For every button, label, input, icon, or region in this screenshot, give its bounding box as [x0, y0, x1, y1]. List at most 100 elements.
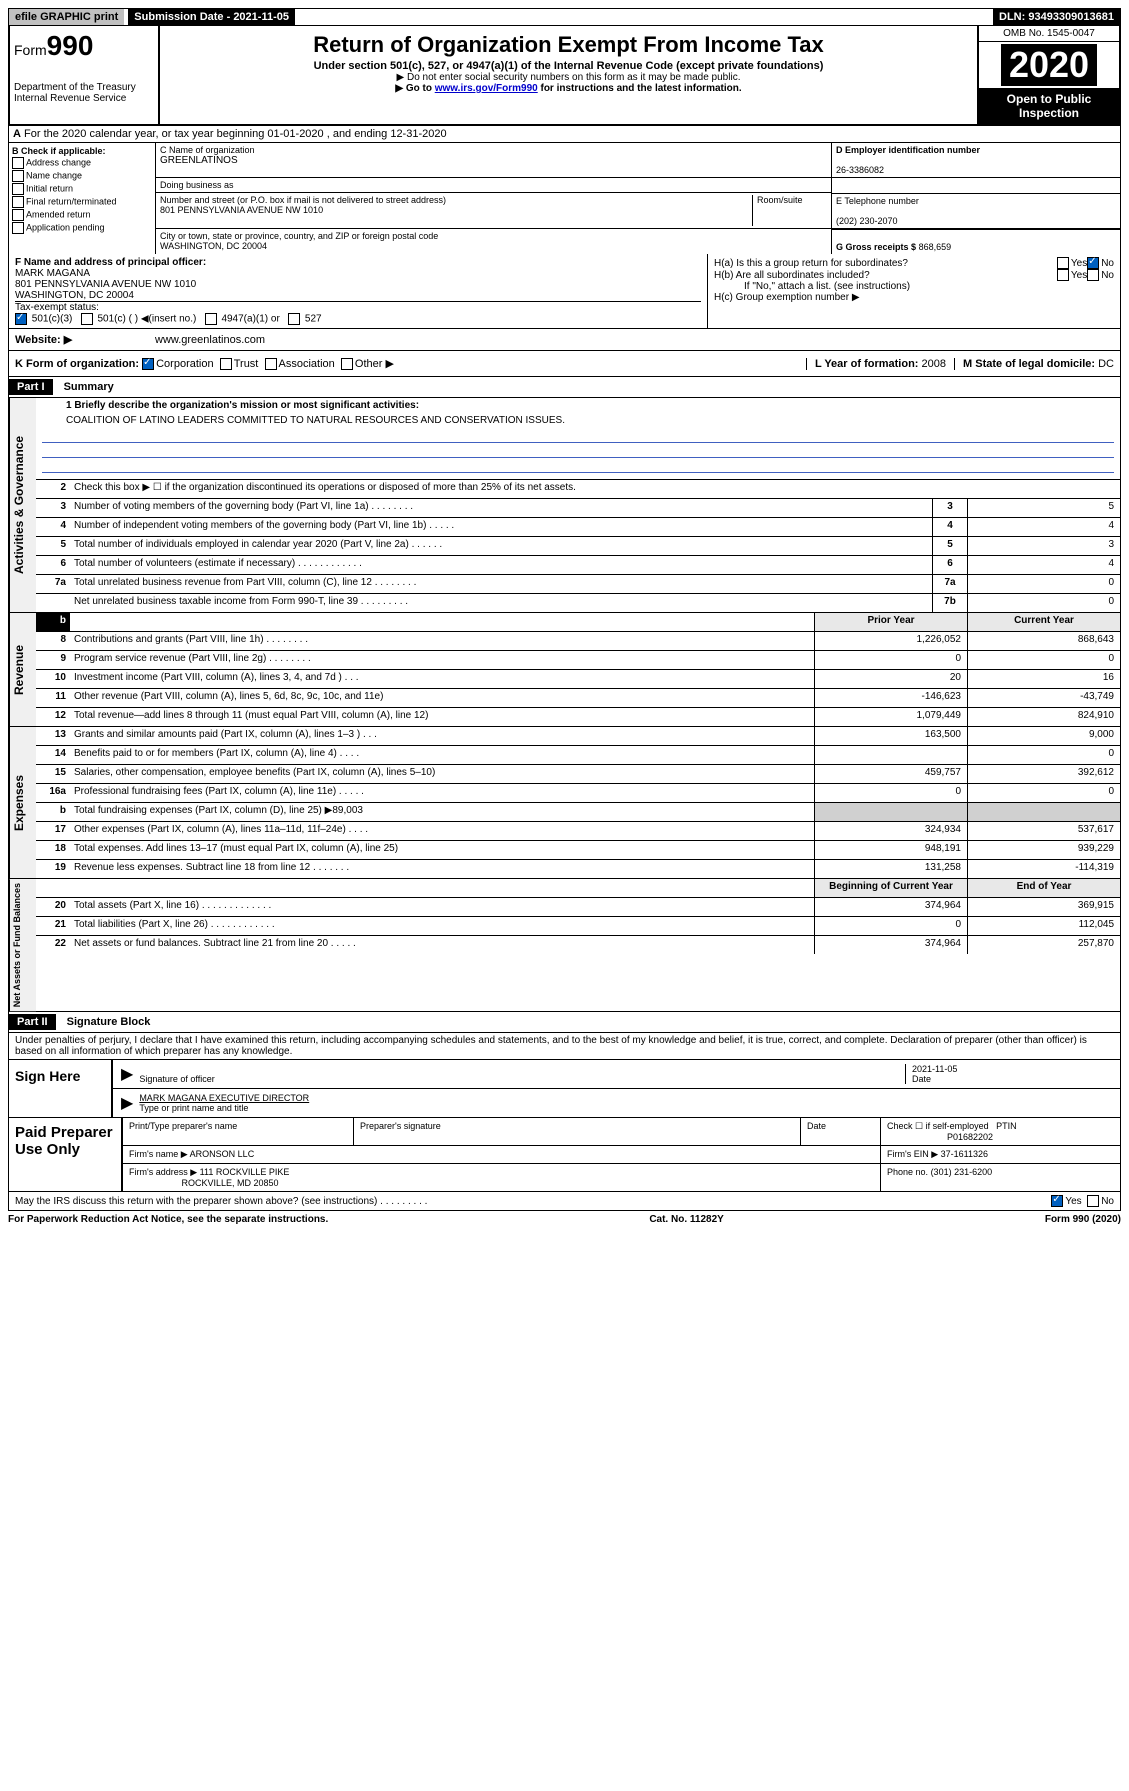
side-expenses: Expenses	[9, 727, 36, 878]
part2-header: Part II Signature Block	[8, 1012, 1121, 1033]
part1-header: Part I Summary	[8, 377, 1121, 398]
hb-note: If "No," attach a list. (see instruction…	[714, 281, 1114, 292]
org-city: WASHINGTON, DC 20004	[160, 241, 267, 251]
revenue-section: Revenue b Prior Year Current Year 8Contr…	[8, 613, 1121, 727]
open-to-public: Open to Public Inspection	[979, 88, 1119, 124]
form-number: Form990	[14, 30, 154, 62]
instructions-link[interactable]: www.irs.gov/Form990	[435, 83, 538, 94]
mission-label: 1 Briefly describe the organization's mi…	[36, 398, 1120, 413]
box-b-checkboxes: B Check if applicable: Address change Na…	[9, 143, 156, 254]
form-title: Return of Organization Exempt From Incom…	[164, 32, 973, 58]
date-label: Date	[912, 1074, 931, 1084]
dba-label: Doing business as	[156, 178, 831, 193]
ptin-cell: Check ☐ if self-employed PTIN P01682202	[880, 1118, 1120, 1146]
gross-receipts-label: G Gross receipts $	[836, 242, 916, 252]
type-name-label: Type or print name and title	[139, 1103, 248, 1113]
table-row: 18Total expenses. Add lines 13–17 (must …	[36, 840, 1120, 859]
sign-here-label: Sign Here	[9, 1060, 113, 1117]
paid-preparer-block: Paid Preparer Use Only Print/Type prepar…	[8, 1118, 1121, 1192]
cb-final-return[interactable]: Final return/terminated	[12, 196, 152, 208]
tax-status-label: Tax-exempt status:	[15, 302, 99, 313]
ha-no[interactable]	[1087, 257, 1099, 269]
discuss-no[interactable]	[1087, 1195, 1099, 1207]
cb-501c[interactable]	[81, 313, 93, 325]
org-name: GREENLATINOS	[160, 155, 238, 166]
table-row: Net unrelated business taxable income fr…	[36, 593, 1120, 612]
org-address: 801 PENNSYLVANIA AVENUE NW 1010	[160, 205, 323, 215]
governance-section: Activities & Governance 1 Briefly descri…	[8, 398, 1121, 613]
phone-label: E Telephone number	[836, 196, 919, 206]
table-row: 12Total revenue—add lines 8 through 11 (…	[36, 707, 1120, 726]
firm-phone: (301) 231-6200	[931, 1167, 993, 1177]
dept-treasury: Department of the Treasury Internal Reve…	[14, 82, 154, 104]
table-row: 6Total number of volunteers (estimate if…	[36, 555, 1120, 574]
preparer-sig-label: Preparer's signature	[353, 1118, 800, 1146]
cb-trust[interactable]	[220, 358, 232, 370]
table-row: 21Total liabilities (Part X, line 26) . …	[36, 916, 1120, 935]
cb-app-pending[interactable]: Application pending	[12, 222, 152, 234]
table-row: 17Other expenses (Part IX, column (A), l…	[36, 821, 1120, 840]
arrow-icon: ▶	[121, 1093, 139, 1113]
table-row: 4Number of independent voting members of…	[36, 517, 1120, 536]
cb-name-change[interactable]: Name change	[12, 170, 152, 182]
footer: For Paperwork Reduction Act Notice, see …	[8, 1211, 1121, 1228]
table-row: 9Program service revenue (Part VIII, lin…	[36, 650, 1120, 669]
sign-here-block: Sign Here ▶ Signature of officer 2021-11…	[8, 1060, 1121, 1118]
table-row: 11Other revenue (Part VIII, column (A), …	[36, 688, 1120, 707]
ein-label: D Employer identification number	[836, 145, 980, 155]
cb-address-change[interactable]: Address change	[12, 157, 152, 169]
year-formation: 2008	[922, 358, 946, 370]
cb-initial-return[interactable]: Initial return	[12, 183, 152, 195]
cb-assoc[interactable]	[265, 358, 277, 370]
line-a-tax-year: A For the 2020 calendar year, or tax yea…	[8, 126, 1121, 143]
prior-year-hdr: Prior Year	[814, 613, 967, 631]
table-row: 7aTotal unrelated business revenue from …	[36, 574, 1120, 593]
firm-name: ARONSON LLC	[190, 1149, 255, 1159]
hb-label: H(b) Are all subordinates included?	[714, 270, 1057, 281]
table-row: 20Total assets (Part X, line 16) . . . .…	[36, 897, 1120, 916]
ein-value: 26-3386082	[836, 165, 884, 175]
firm-address: 111 ROCKVILLE PIKE	[200, 1167, 290, 1177]
efile-print-button[interactable]: efile GRAPHIC print	[9, 9, 124, 25]
firm-ein: 37-1611326	[941, 1149, 988, 1159]
addr-label: Number and street (or P.O. box if mail i…	[160, 195, 446, 205]
ha-yes[interactable]	[1057, 257, 1069, 269]
table-row: 8Contributions and grants (Part VIII, li…	[36, 631, 1120, 650]
table-row: 5Total number of individuals employed in…	[36, 536, 1120, 555]
dln: DLN: 93493309013681	[993, 9, 1120, 25]
state-domicile: DC	[1098, 358, 1114, 370]
cb-corp[interactable]	[142, 358, 154, 370]
ssn-note: ▶ Do not enter social security numbers o…	[164, 72, 973, 83]
hb-yes[interactable]	[1057, 269, 1069, 281]
ha-label: H(a) Is this a group return for subordin…	[714, 258, 1057, 269]
preparer-date-label: Date	[800, 1118, 880, 1146]
end-year-hdr: End of Year	[967, 879, 1120, 897]
begin-year-hdr: Beginning of Current Year	[814, 879, 967, 897]
omb-number: OMB No. 1545-0047	[979, 26, 1119, 42]
website-value: www.greenlatinos.com	[155, 334, 265, 346]
cb-527[interactable]	[288, 313, 300, 325]
ptin-value: P01682202	[947, 1132, 993, 1142]
cb-amended[interactable]: Amended return	[12, 209, 152, 221]
table-row: 22Net assets or fund balances. Subtract …	[36, 935, 1120, 954]
room-suite-label: Room/suite	[752, 195, 827, 226]
officer-address: 801 PENNSYLVANIA AVENUE NW 1010 WASHINGT…	[15, 279, 196, 301]
cb-501c3[interactable]	[15, 313, 27, 325]
form-footer: Form 990 (2020)	[1045, 1214, 1121, 1225]
tax-year: 2020	[1001, 44, 1097, 86]
sig-date: 2021-11-05	[912, 1064, 957, 1074]
hb-no[interactable]	[1087, 269, 1099, 281]
cb-4947[interactable]	[205, 313, 217, 325]
phone-value: (202) 230-2070	[836, 216, 898, 226]
officer-typed-name: MARK MAGANA EXECUTIVE DIRECTOR	[139, 1093, 309, 1103]
klm-row: K Form of organization: Corporation Trus…	[8, 351, 1121, 377]
city-label: City or town, state or province, country…	[160, 231, 438, 241]
table-row: 10Investment income (Part VIII, column (…	[36, 669, 1120, 688]
net-assets-section: Net Assets or Fund Balances Beginning of…	[8, 879, 1121, 1012]
submission-date: Submission Date - 2021-11-05	[128, 9, 295, 25]
table-row: 3Number of voting members of the governi…	[36, 498, 1120, 517]
cb-other[interactable]	[341, 358, 353, 370]
line2: Check this box ▶ ☐ if the organization d…	[70, 480, 1120, 498]
discuss-yes[interactable]	[1051, 1195, 1063, 1207]
expenses-section: Expenses 13Grants and similar amounts pa…	[8, 727, 1121, 879]
